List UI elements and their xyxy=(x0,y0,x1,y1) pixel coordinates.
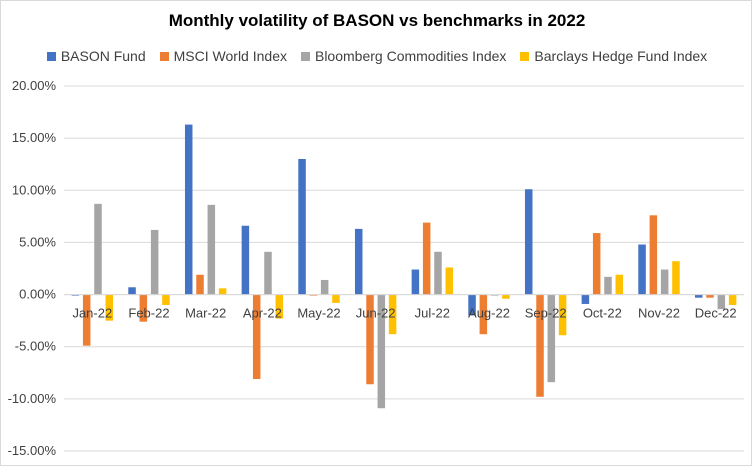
legend-swatch xyxy=(159,51,169,61)
bar xyxy=(184,124,193,295)
legend-label: Barclays Hedge Fund Index xyxy=(534,48,708,64)
bar xyxy=(604,276,612,295)
y-tick-label: -15.00% xyxy=(8,443,57,458)
bar xyxy=(320,279,329,295)
bar xyxy=(445,267,454,295)
x-tick-label: Mar-22 xyxy=(185,306,226,321)
bar xyxy=(241,225,250,295)
bar xyxy=(694,294,703,298)
bar xyxy=(558,294,567,336)
bar xyxy=(139,294,148,322)
legend-label: MSCI World Index xyxy=(173,48,287,64)
bar xyxy=(275,294,284,319)
bar xyxy=(581,294,590,304)
bar xyxy=(377,294,386,409)
bar xyxy=(672,261,680,295)
bar xyxy=(479,294,488,335)
bar xyxy=(207,204,216,295)
x-tick-label: Jul-22 xyxy=(415,306,450,321)
legend-swatch xyxy=(300,51,310,61)
bar xyxy=(332,294,340,303)
bar xyxy=(638,244,646,295)
bar xyxy=(252,294,261,380)
bar xyxy=(196,274,204,295)
bar xyxy=(71,294,80,296)
bar xyxy=(128,287,136,295)
bar xyxy=(354,228,363,295)
bar xyxy=(105,294,114,321)
y-tick-label: -5.00% xyxy=(15,339,57,354)
bar xyxy=(660,269,669,295)
x-tick-label: May-22 xyxy=(297,306,340,321)
y-tick-label: 5.00% xyxy=(19,234,56,249)
bar xyxy=(502,294,510,299)
x-tick-label: Apr-22 xyxy=(243,306,282,321)
legend-swatch xyxy=(46,51,56,61)
bar xyxy=(490,294,499,296)
bar xyxy=(434,251,442,295)
bar xyxy=(411,269,420,295)
bar xyxy=(309,294,318,296)
bar xyxy=(536,294,544,397)
bar xyxy=(468,294,476,316)
legend-swatch xyxy=(520,51,530,61)
bar xyxy=(150,229,159,295)
x-tick-label: Nov-22 xyxy=(638,306,680,321)
bar xyxy=(82,294,91,346)
x-tick-label: Dec-22 xyxy=(695,306,737,321)
legend-label: Bloomberg Commodities Index xyxy=(314,48,507,64)
bar xyxy=(388,294,397,335)
legend-item: MSCI World Index xyxy=(159,48,287,64)
bar xyxy=(592,233,601,295)
bar xyxy=(298,159,306,295)
bar xyxy=(649,215,658,295)
bar xyxy=(366,294,374,385)
bar xyxy=(524,189,533,295)
x-tick-label: Jan-22 xyxy=(72,306,112,321)
y-tick-label: 15.00% xyxy=(12,130,57,145)
legend-item: Barclays Hedge Fund Index xyxy=(520,48,707,64)
bar xyxy=(264,251,272,295)
y-tick-label: 10.00% xyxy=(12,182,57,197)
x-tick-label: Oct-22 xyxy=(583,306,622,321)
x-tick-label: Feb-22 xyxy=(128,306,169,321)
y-tick-label: 20.00% xyxy=(12,78,57,93)
legend: BASON Fund MSCI World Index Bloomberg Comm… xyxy=(1,48,752,64)
legend-item: BASON Fund xyxy=(46,48,146,64)
x-tick-label: Sep-22 xyxy=(525,306,567,321)
y-tick-label: -10.00% xyxy=(8,391,57,406)
y-tick-label: 0.00% xyxy=(19,287,56,302)
bar xyxy=(94,203,102,295)
bar xyxy=(706,294,714,298)
legend-label: BASON Fund xyxy=(60,48,146,64)
bar xyxy=(162,294,170,305)
bar xyxy=(218,288,227,295)
bar xyxy=(422,222,431,295)
legend-item: Bloomberg Commodities Index xyxy=(300,48,507,64)
x-tick-label: Jun-22 xyxy=(356,306,396,321)
x-tick-label: Aug-22 xyxy=(468,306,510,321)
bar xyxy=(717,294,726,310)
chart-title: Monthly volatility of BASON vs benchmark… xyxy=(168,11,586,30)
bar xyxy=(615,274,624,295)
bar xyxy=(547,294,556,383)
bar xyxy=(728,294,737,305)
